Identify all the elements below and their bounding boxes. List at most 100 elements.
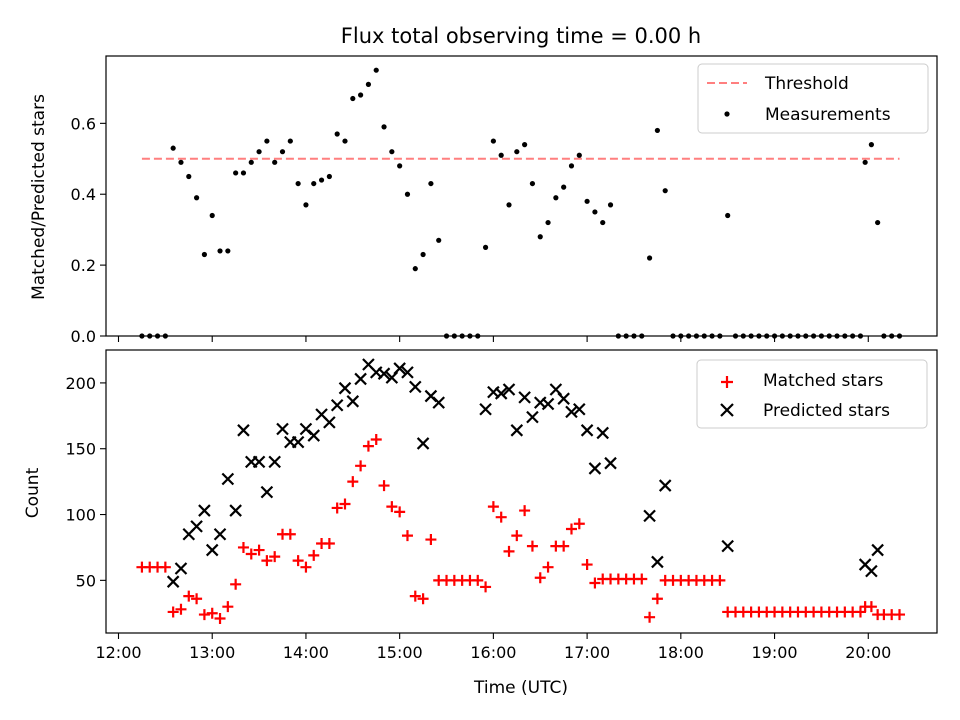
x-axis-label: Time (UTC) — [473, 678, 568, 698]
predicted-star-point — [526, 410, 539, 424]
measurement-point — [201, 251, 208, 258]
measurement-point — [170, 145, 176, 151]
matched-star-point — [292, 555, 304, 567]
matched-star-point — [425, 534, 437, 546]
bottom-legend-box — [696, 359, 928, 429]
matched-star-point — [714, 574, 726, 586]
measurement-point — [350, 95, 356, 102]
measurement-point — [373, 67, 379, 73]
measurement-point — [584, 198, 590, 204]
measurement-point — [868, 142, 874, 148]
matched-star-point — [409, 590, 421, 602]
predicted-star-point — [190, 520, 203, 533]
measurement-point — [646, 255, 653, 261]
matched-star-point — [565, 523, 577, 535]
x-tick-label: 20:00 — [845, 643, 891, 662]
chart-title: Flux total observing time = 0.00 h — [341, 24, 701, 48]
predicted-star-point — [518, 391, 531, 404]
matched-star-point — [519, 505, 531, 517]
measurement-point — [397, 163, 403, 169]
top-ticks: 0.0 0.2 0.4 0.6 — [71, 114, 869, 346]
bottom-y-tick-label: 200 — [65, 374, 96, 393]
measurement-point — [522, 142, 528, 148]
measurement-point — [365, 81, 372, 87]
matched-star-point — [386, 501, 398, 513]
top-y-axis-label: Matched/Predicted stars — [29, 94, 49, 300]
matched-star-point — [894, 609, 906, 621]
matched-star-point — [253, 544, 265, 556]
matched-star-point — [339, 498, 351, 510]
matched-star-point — [644, 611, 656, 623]
top-legend: Threshold Measurements — [697, 63, 929, 134]
measurements-legend-label: Measurements — [765, 105, 891, 125]
matched-star-point — [300, 561, 312, 573]
predicted-star-point — [651, 555, 664, 569]
measurement-point — [537, 234, 543, 240]
predicted-star-point — [401, 366, 414, 379]
predicted-star-point — [198, 504, 211, 517]
measurement-point — [420, 251, 426, 258]
predicted-star-point — [409, 380, 422, 394]
measurement-point — [256, 149, 262, 155]
measurement-point — [248, 159, 254, 165]
matched-star-point — [487, 501, 499, 513]
predicted-star-point — [658, 479, 672, 492]
measurement-point — [436, 237, 442, 243]
measurement-point — [186, 173, 192, 180]
matched-legend-marker — [721, 376, 733, 388]
matched-star-point — [542, 561, 554, 573]
x-tick-label: 18:00 — [658, 643, 704, 662]
x-tick-label: 19:00 — [751, 643, 797, 662]
measurement-point — [862, 159, 868, 165]
measurement-point — [381, 124, 387, 130]
matched-star-point — [159, 561, 171, 573]
predicted-star-point — [174, 562, 188, 575]
predicted-star-point — [479, 402, 492, 416]
matched-star-point — [378, 480, 390, 492]
measurement-point — [318, 177, 325, 183]
measurement-point — [272, 159, 278, 165]
predicted-star-point — [557, 392, 570, 405]
predicted-star-point — [416, 437, 430, 450]
bottom-legend: Matched stars Predicted stars — [696, 359, 928, 429]
measurement-point — [404, 191, 411, 197]
matched-star-point — [183, 590, 195, 602]
bottom-data-marks — [136, 358, 906, 625]
predicted-star-point — [268, 455, 281, 469]
top-y-tick-label: 0.6 — [71, 114, 96, 133]
predicted-star-point — [213, 528, 227, 541]
matched-star-point — [401, 530, 413, 542]
predicted-star-point — [276, 422, 289, 436]
matched-star-point — [230, 578, 242, 590]
matched-star-point — [511, 530, 523, 542]
predicted-legend-marker — [720, 403, 734, 417]
matched-star-point — [308, 549, 320, 561]
matched-star-point — [284, 528, 296, 540]
matched-star-point — [480, 581, 492, 593]
matched-star-point — [581, 559, 593, 571]
matched-star-point — [206, 607, 218, 619]
measurement-point — [600, 219, 606, 226]
top-y-tick-label: 0.0 — [71, 327, 96, 346]
predicted-star-point — [871, 543, 884, 557]
matched-star-point — [237, 541, 249, 553]
measurement-point — [342, 138, 348, 144]
bottom-y-axis-label: Count — [23, 467, 43, 518]
measurement-point — [209, 212, 215, 219]
measurement-point — [561, 184, 567, 190]
bottom-chart: Count Time (UTC) 50 100 150 200 12:00 13:00 14… — [23, 349, 938, 698]
matched-star-point — [503, 545, 515, 557]
bottom-axes-frame — [105, 349, 938, 634]
measurement-point — [311, 180, 317, 187]
predicted-star-point — [260, 485, 274, 499]
top-axes-frame — [105, 55, 938, 337]
bottom-y-tick-label: 50 — [76, 571, 96, 590]
measurement-point — [217, 248, 223, 254]
bottom-y-tick-label: 150 — [65, 440, 96, 459]
predicted-star-point — [604, 456, 617, 470]
predicted-star-point — [541, 397, 555, 411]
x-tick-label: 16:00 — [470, 643, 516, 662]
matched-star-point — [245, 548, 257, 560]
x-tick-label: 17:00 — [564, 643, 610, 662]
predicted-star-point — [596, 426, 610, 440]
